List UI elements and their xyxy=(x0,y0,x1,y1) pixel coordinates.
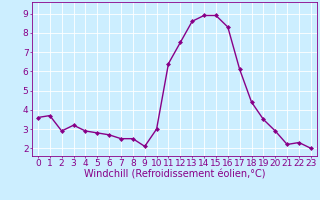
X-axis label: Windchill (Refroidissement éolien,°C): Windchill (Refroidissement éolien,°C) xyxy=(84,170,265,180)
